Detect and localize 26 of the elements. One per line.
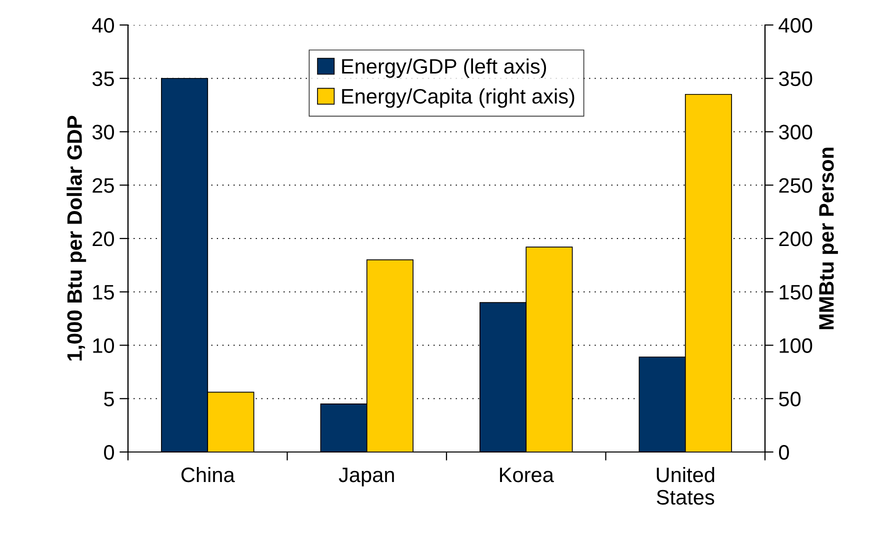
legend-label: Energy/GDP (left axis) bbox=[342, 58, 546, 78]
x-tick-label: Japan bbox=[338, 468, 394, 486]
y-tick-label: 30 bbox=[92, 124, 114, 140]
y2-tick-label: 400 bbox=[778, 18, 812, 33]
x-tick-label: China bbox=[181, 466, 235, 482]
x-tick-label: United States bbox=[656, 466, 714, 505]
y2-tick-label: 100 bbox=[780, 338, 812, 354]
y-tick-label: 20 bbox=[92, 232, 114, 246]
y-tick-label: 10 bbox=[93, 338, 114, 354]
y-axis-title: 1,000 Btu per Dollar GDP bbox=[66, 116, 86, 360]
y2-tick-label: 150 bbox=[780, 284, 812, 300]
y-tick-label: 0 bbox=[104, 445, 114, 460]
y2-tick-label: 250 bbox=[779, 178, 812, 193]
y-tick-label: 5 bbox=[104, 392, 114, 406]
y2-tick-label: 300 bbox=[778, 124, 812, 140]
y-tick-label: 40 bbox=[92, 18, 114, 33]
legend-label: Energy/Capita (right axis) bbox=[342, 88, 574, 108]
y-tick-label: 35 bbox=[92, 71, 114, 86]
y2-tick-label: 50 bbox=[779, 392, 801, 406]
y-tick-label: 25 bbox=[92, 178, 114, 193]
y2-tick-label: 200 bbox=[779, 232, 812, 246]
y2-tick-label: 350 bbox=[778, 71, 812, 86]
y2-axis-title: MMBtu per Person bbox=[819, 148, 838, 330]
y2-tick-label: 0 bbox=[779, 445, 789, 460]
x-tick-label: Korea bbox=[500, 468, 554, 482]
y-tick-label: 15 bbox=[93, 285, 114, 300]
